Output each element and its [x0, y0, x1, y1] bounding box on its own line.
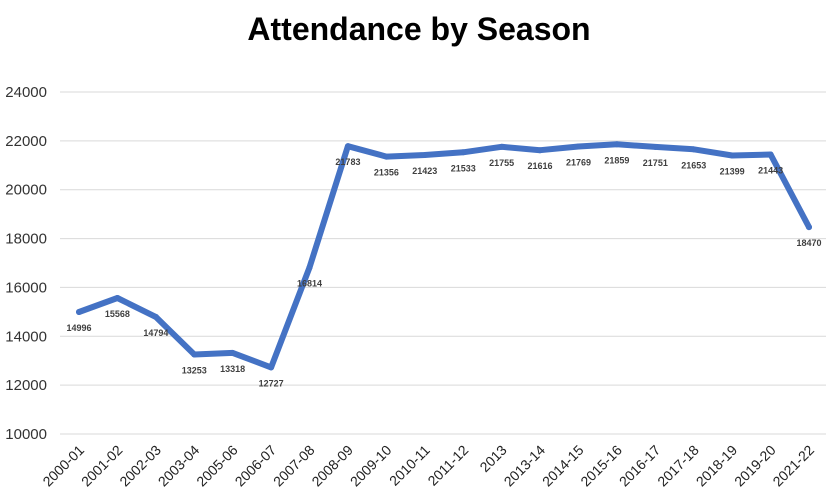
- data-label: 14794: [143, 328, 168, 338]
- x-tick-label: 2009-10: [347, 442, 395, 490]
- data-point: [690, 146, 697, 153]
- data-point: [383, 153, 390, 160]
- series-line-layer: [76, 141, 812, 371]
- data-label: 21443: [758, 165, 783, 175]
- data-point: [537, 147, 544, 154]
- data-point: [460, 149, 467, 156]
- data-point: [806, 224, 812, 231]
- x-tick-label: 2010-11: [386, 442, 433, 489]
- data-label: 18470: [796, 238, 821, 248]
- x-tick-label: 2007-08: [270, 442, 318, 490]
- data-label: 21859: [604, 155, 629, 165]
- series-line-attendance: [76, 141, 812, 371]
- y-tick-label: 22000: [5, 133, 47, 150]
- x-tick-label: 2016-17: [616, 442, 664, 490]
- data-label: 21653: [681, 160, 706, 170]
- x-tick-label: 2021-22: [769, 442, 817, 490]
- x-tick-label: 2015-16: [577, 442, 625, 490]
- data-label: 14996: [66, 323, 91, 333]
- y-tick-label: 14000: [5, 328, 47, 345]
- y-tick-label: 18000: [5, 231, 47, 248]
- x-tick-label: 2002-03: [116, 442, 164, 490]
- data-label: 15568: [105, 309, 130, 319]
- data-point: [421, 151, 428, 158]
- chart-title: Attendance by Season: [247, 11, 590, 47]
- data-label: 16814: [297, 279, 322, 289]
- data-label: 13253: [182, 366, 207, 376]
- data-label: 21533: [451, 163, 476, 173]
- data-point: [767, 151, 774, 158]
- data-point: [613, 141, 620, 148]
- x-tick-label: 2014-15: [539, 442, 587, 490]
- x-tick-label: 2017-18: [654, 442, 702, 490]
- x-tick-label: 2013-14: [501, 442, 549, 490]
- data-point: [229, 349, 236, 356]
- data-label: 21769: [566, 158, 591, 168]
- y-tick-label: 10000: [5, 426, 47, 443]
- data-point: [152, 313, 159, 320]
- x-tick-label: 2001-02: [78, 442, 126, 490]
- data-label: 12727: [259, 378, 284, 388]
- x-axis-ticks: 2000-012001-022002-032003-042005-062006-…: [39, 442, 817, 490]
- x-tick-label: 2011-12: [424, 442, 471, 489]
- x-tick-label: 2008-09: [308, 442, 356, 490]
- data-point: [114, 294, 121, 301]
- data-label: 21399: [720, 167, 745, 177]
- y-tick-label: 24000: [5, 84, 47, 101]
- data-label: 21423: [412, 166, 437, 176]
- data-point: [306, 264, 313, 271]
- x-tick-label: 2013: [476, 442, 509, 475]
- data-label: 21783: [335, 157, 360, 167]
- data-point: [344, 143, 351, 150]
- y-tick-label: 20000: [5, 182, 47, 199]
- data-point: [575, 143, 582, 150]
- data-label: 21751: [643, 158, 668, 168]
- x-tick-label: 2006-07: [232, 442, 280, 490]
- y-tick-label: 12000: [5, 377, 47, 394]
- data-label: 21616: [528, 161, 553, 171]
- data-point: [652, 143, 659, 150]
- x-tick-label: 2018-19: [693, 442, 741, 490]
- x-tick-label: 2003-04: [155, 442, 203, 490]
- x-tick-label: 2005-06: [193, 442, 241, 490]
- y-axis-ticks: 10000 12000 14000 16000 18000 20000 22000 24000: [5, 84, 47, 443]
- data-point: [76, 308, 82, 315]
- y-tick-label: 16000: [5, 279, 47, 296]
- data-point: [729, 152, 736, 159]
- data-point: [498, 143, 505, 150]
- data-point: [191, 351, 198, 358]
- data-labels: 14996 15568 14794 13253 13318 12727 16814 21783…: [66, 155, 821, 388]
- data-point: [268, 364, 275, 371]
- gridlines: [60, 91, 826, 435]
- data-label: 21755: [489, 158, 514, 168]
- data-label: 21356: [374, 168, 399, 178]
- x-tick-label: 2019-20: [731, 442, 779, 490]
- data-label: 13318: [220, 364, 245, 374]
- x-tick-label: 2000-01: [39, 442, 87, 490]
